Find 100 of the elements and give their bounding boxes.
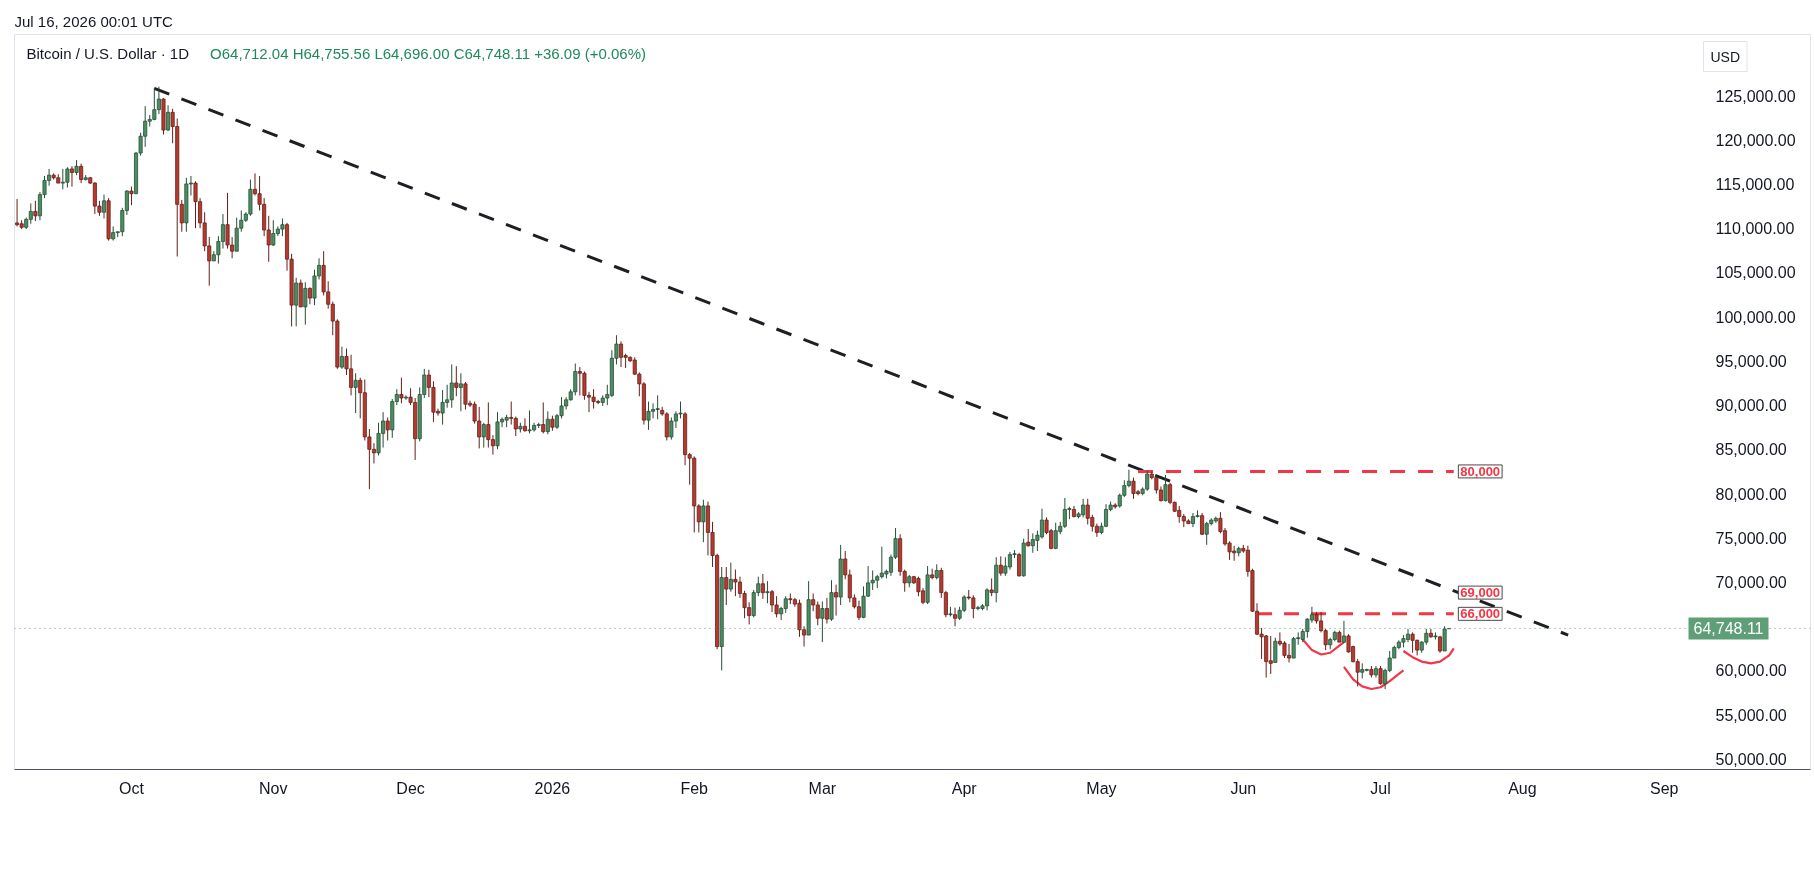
candlestick (591, 388, 596, 410)
x-tick-label: Jul (1370, 779, 1391, 797)
candlestick (513, 416, 518, 437)
candlestick (646, 401, 651, 431)
x-tick-label: Jun (1230, 779, 1257, 797)
y-tick-label: 90,000.00 (1715, 397, 1787, 415)
y-tick-label: 95,000.00 (1715, 352, 1787, 370)
y-tick-label: 55,000.00 (1715, 706, 1787, 724)
candlestick (527, 409, 532, 434)
y-tick-label: 70,000.00 (1715, 573, 1787, 591)
candlestick (440, 389, 445, 426)
candlestick (765, 580, 770, 604)
candlestick (1131, 477, 1136, 500)
candlestick (724, 566, 729, 606)
y-tick-label: 110,000.00 (1715, 220, 1795, 238)
candlestick (193, 180, 198, 229)
x-tick-label: Sep (1649, 779, 1679, 797)
candlestick (454, 365, 459, 397)
candlestick (770, 589, 775, 613)
candlestick (65, 166, 70, 189)
candlestick (271, 219, 276, 247)
candlestick (129, 186, 134, 206)
y-tick-label: 75,000.00 (1715, 529, 1787, 547)
x-tick-label: May (1086, 779, 1117, 797)
candlestick (303, 281, 308, 326)
y-axis-title: USD (1710, 48, 1741, 65)
y-tick-label: 120,000.00 (1715, 131, 1796, 149)
y-tick-label: 50,000.00 (1715, 750, 1787, 768)
line-series (1342, 665, 1405, 691)
candlestick (495, 411, 500, 450)
annotation: 66,000 (1460, 606, 1501, 622)
ref-line-label: 64,748.11 (1693, 620, 1764, 638)
candlestick (339, 346, 344, 370)
x-tick-label: Feb (680, 779, 709, 797)
candlestick (619, 340, 624, 368)
candlestick (824, 597, 829, 625)
candlestick (760, 573, 765, 600)
candlestick (458, 372, 463, 412)
text: Bitcoin / U.S. Dollar · 1D (26, 45, 190, 62)
text: Jul 16, 2026 00:01 UTC (14, 12, 174, 30)
candlestick (385, 416, 390, 441)
candlestick (856, 600, 861, 621)
candlestick (33, 200, 38, 222)
candlestick (1268, 635, 1273, 675)
candlestick (403, 394, 408, 401)
candlestick (509, 401, 514, 426)
candlestick (28, 202, 33, 225)
candlestick (1291, 636, 1296, 659)
candlestick (102, 194, 107, 219)
candlestick (728, 562, 733, 593)
candlestick (152, 87, 157, 121)
candlestick (298, 279, 303, 308)
candlestick (701, 499, 706, 543)
candlestick (522, 417, 527, 433)
x-tick-label: Oct (119, 779, 145, 797)
candlestick (1410, 631, 1415, 654)
candlestick (449, 363, 454, 409)
candlestick (834, 584, 839, 617)
candlestick (1163, 474, 1168, 502)
x-tick-label: Dec (396, 779, 425, 797)
candlestick (820, 600, 825, 643)
candlestick (79, 163, 84, 184)
x-tick-label: Nov (259, 779, 288, 797)
candlestick (1378, 665, 1383, 686)
candlestick (1442, 625, 1447, 652)
candlestick (541, 401, 546, 434)
candlestick (399, 377, 404, 404)
line-series (1402, 647, 1455, 665)
candlestick (294, 277, 299, 327)
text: O64,712.04 H64,755.56 L64,696.00 C64,748.11 +36.09 (+0.06%) (210, 45, 647, 62)
candlestick (15, 198, 20, 227)
candlestick (1039, 508, 1044, 540)
candlestick (998, 555, 1003, 577)
x-tick-label: 2026 (534, 779, 571, 797)
candlestick (733, 569, 738, 597)
candlestick (481, 422, 486, 449)
y-tick-label: 115,000.00 (1715, 175, 1795, 193)
x-tick-label: Aug (1508, 779, 1537, 797)
y-tick-label: 85,000.00 (1715, 441, 1787, 459)
candlestick (815, 600, 820, 626)
candlestick (1428, 628, 1433, 639)
candlestick (1273, 637, 1278, 663)
candlestick (1017, 552, 1022, 578)
x-tick-label: Apr (951, 779, 978, 797)
candlestick (664, 411, 669, 441)
y-tick-label: 60,000.00 (1715, 662, 1787, 680)
y-tick-label: 100,000.00 (1715, 308, 1796, 326)
y-tick-label: 105,000.00 (1715, 264, 1796, 282)
candlestick (861, 585, 866, 619)
y-tick-label: 125,000.00 (1715, 87, 1796, 105)
annotation: 69,000 (1460, 585, 1501, 601)
candlestick (166, 104, 171, 132)
annotation: 80,000 (1460, 463, 1501, 479)
x-tick-label: Mar (808, 779, 837, 797)
candlestick (353, 372, 358, 414)
candlestick (953, 607, 958, 627)
candlestick (463, 381, 468, 411)
candlestick (971, 594, 976, 619)
candlestick (69, 165, 74, 188)
candlestick (655, 394, 660, 420)
